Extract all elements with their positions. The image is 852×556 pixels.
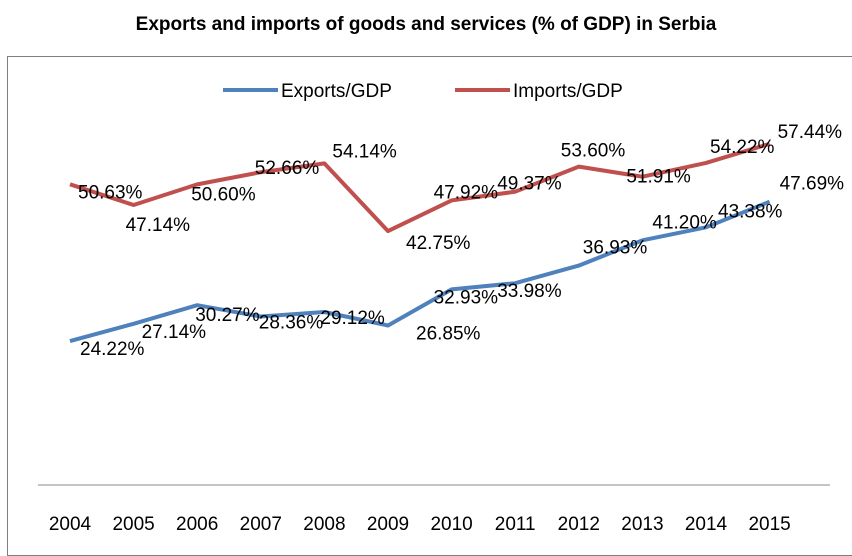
data-label: 47.92%: [434, 182, 499, 203]
data-label: 36.93%: [583, 238, 648, 259]
data-label: 50.60%: [191, 184, 256, 205]
data-label: 50.63%: [78, 182, 143, 203]
x-tick-label: 2015: [748, 514, 790, 535]
data-label: 53.60%: [561, 141, 626, 162]
data-label: 24.22%: [80, 339, 145, 360]
data-label: 29.12%: [320, 308, 385, 329]
data-label: 32.93%: [434, 287, 499, 308]
data-label: 54.22%: [710, 137, 775, 158]
x-tick-label: 2014: [685, 514, 728, 535]
data-label: 41.20%: [652, 212, 717, 233]
data-label: 43.38%: [718, 201, 783, 222]
data-label: 49.37%: [497, 174, 562, 195]
x-tick-label: 2012: [558, 514, 600, 535]
data-label: 28.36%: [259, 313, 324, 334]
data-label: 47.14%: [126, 215, 191, 236]
x-tick-label: 2004: [49, 514, 92, 535]
x-tick-label: 2007: [240, 514, 282, 535]
data-label: 54.14%: [332, 141, 397, 162]
data-label: 33.98%: [497, 281, 562, 302]
x-tick-label: 2008: [303, 514, 345, 535]
x-tick-label: 2005: [112, 514, 154, 535]
x-tick-label: 2006: [176, 514, 218, 535]
data-label: 52.66%: [255, 158, 320, 179]
data-label: 26.85%: [416, 324, 481, 345]
legend-label-imports: Imports/GDP: [513, 81, 623, 102]
x-tick-label: 2011: [495, 514, 536, 535]
legend-label-exports: Exports/GDP: [281, 81, 392, 102]
data-label: 42.75%: [406, 233, 471, 254]
x-tick-label: 2013: [621, 514, 663, 535]
data-label: 57.44%: [778, 122, 843, 143]
data-label: 47.69%: [780, 174, 845, 195]
x-tick-label: 2010: [430, 514, 472, 535]
data-labels: 24.22%27.14%30.27%28.36%29.12%26.85%32.9…: [78, 122, 844, 360]
legend: Exports/GDP Imports/GDP: [223, 81, 623, 102]
x-tick-labels: 2004 2005 2006 2007 2008 2009 2010 2011 2012 2013…: [49, 514, 791, 535]
x-tick-label: 2009: [367, 514, 409, 535]
data-label: 30.27%: [195, 305, 260, 326]
data-label: 51.91%: [626, 167, 691, 188]
